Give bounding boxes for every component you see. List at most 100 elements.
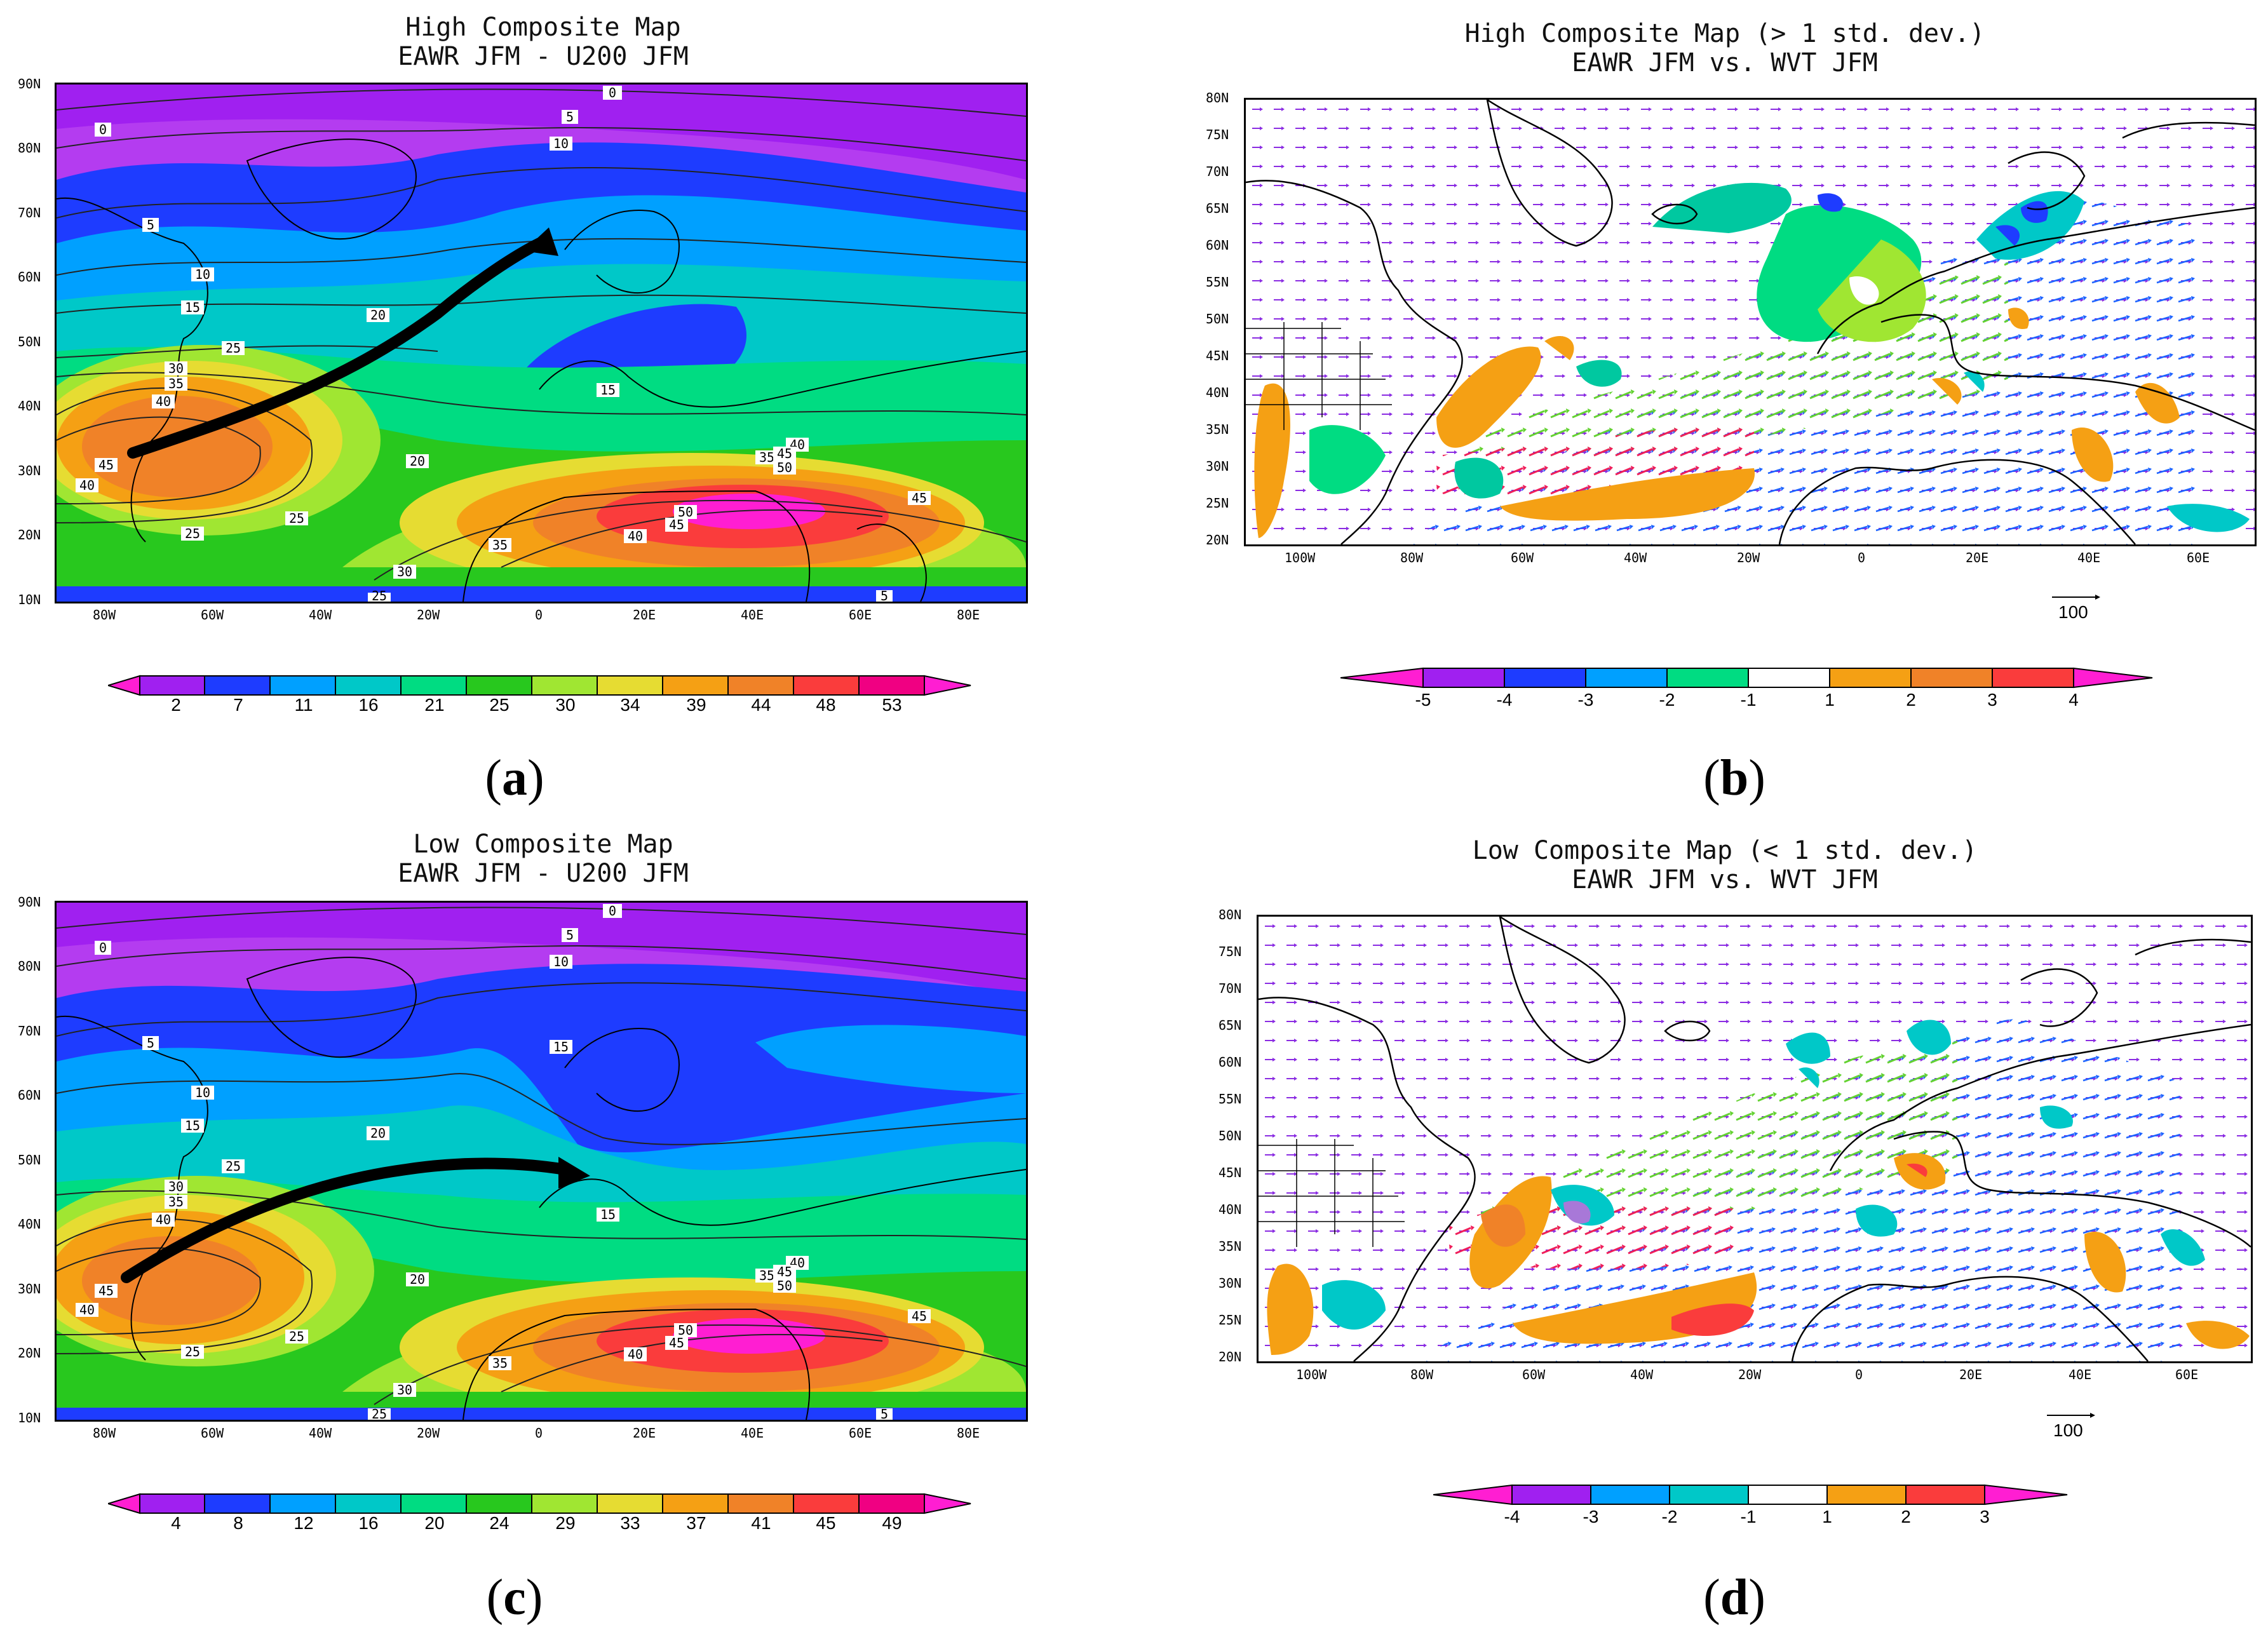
- lat-label: 20N: [18, 527, 41, 542]
- colorbar-tick-label: 20: [424, 1513, 445, 1533]
- lon-label: 0: [535, 1425, 543, 1441]
- panel-b-title: High Composite Map (> 1 std. dev.) EAWR …: [1464, 19, 1985, 77]
- contour-label: 10: [553, 954, 569, 969]
- lat-label: 45N: [1218, 1165, 1242, 1180]
- colorbar-tick-label: 3: [1980, 1507, 1990, 1526]
- contour-label: 5: [566, 927, 574, 943]
- colorbar-tick-label: 2: [171, 695, 181, 715]
- contour-label: 25: [226, 1159, 241, 1174]
- contour-label: 45: [912, 1309, 927, 1324]
- lat-label: 20N: [1218, 1349, 1242, 1364]
- colorbar-tick-label: 11: [294, 695, 313, 715]
- contour-label: 45: [98, 457, 114, 473]
- colorbar-tick-label: 1: [1825, 690, 1835, 710]
- contour-label: 0: [99, 122, 107, 137]
- lon-label: 0: [535, 607, 543, 623]
- lat-label: 35N: [1218, 1239, 1242, 1254]
- lat-label: 70N: [1218, 981, 1242, 996]
- colorbar-tick-label: 29: [555, 1513, 576, 1533]
- lat-label: 70N: [18, 1023, 41, 1039]
- colorbar-tick-label: 39: [686, 695, 706, 715]
- panel-a-colorbar: [105, 675, 972, 696]
- lon-label: 60W: [201, 1425, 224, 1441]
- lat-label: 30N: [18, 463, 41, 478]
- contour-label: 35: [168, 376, 184, 391]
- colorbar-tick-label: 12: [294, 1513, 314, 1533]
- contour-label: 25: [289, 511, 304, 526]
- lat-label: 20N: [1206, 532, 1229, 548]
- lon-label: 100W: [1296, 1367, 1327, 1382]
- contour-label: 15: [185, 1118, 200, 1133]
- colorbar-tick-label: 48: [816, 695, 836, 715]
- lat-label: 40N: [1206, 385, 1229, 400]
- colorbar-tick-label: 2: [1901, 1507, 1911, 1526]
- lat-label: 10N: [18, 1410, 41, 1425]
- contour-label: 25: [372, 1406, 387, 1420]
- panel-c-map: 0 0 5 5 10 10 15 15 15 20 20 25 25 25 25…: [55, 901, 1028, 1422]
- colorbar-tick-label: -3: [1577, 690, 1594, 710]
- colorbar-tick-label: 8: [233, 1513, 243, 1533]
- contour-label: 0: [609, 85, 616, 100]
- contour-label: 40: [79, 1302, 95, 1317]
- lon-label: 20E: [1966, 550, 1989, 565]
- lon-label: 40E: [2077, 550, 2101, 565]
- lon-label: 80W: [1400, 550, 1424, 565]
- contour-label: 45: [912, 490, 927, 506]
- lat-label: 30N: [1206, 459, 1229, 474]
- contour-label: 15: [553, 1039, 569, 1054]
- colorbar-tick-label: 53: [882, 695, 902, 715]
- colorbar-tick-label: 44: [751, 695, 771, 715]
- panel-c-label: (c): [486, 1570, 543, 1626]
- colorbar-tick-label: -2: [1661, 1507, 1678, 1526]
- lat-label: 35N: [1206, 422, 1229, 437]
- lon-label: 0: [1858, 550, 1866, 565]
- lon-label: 60E: [849, 607, 872, 623]
- lat-label: 45N: [1206, 348, 1229, 363]
- contour-label: 45: [777, 1264, 792, 1279]
- contour-label: 45: [669, 1335, 684, 1351]
- colorbar-tick-label: 7: [233, 695, 243, 715]
- lat-label: 80N: [1206, 90, 1229, 105]
- lon-label: 40W: [1630, 1367, 1654, 1382]
- contour-label: 10: [195, 267, 210, 282]
- contour-label: 5: [881, 588, 888, 602]
- colorbar-tick-label: 1: [1822, 1507, 1832, 1526]
- lat-label: 80N: [18, 959, 41, 974]
- contour-label: 40: [156, 1212, 171, 1227]
- lon-label: 60E: [2187, 550, 2210, 565]
- contour-label: 0: [609, 903, 616, 919]
- colorbar-tick-label: 25: [489, 695, 510, 715]
- contour-label: 25: [226, 340, 241, 356]
- contour-label: 50: [777, 1278, 792, 1293]
- lon-label: 20W: [1738, 1367, 1762, 1382]
- colorbar-tick-label: 4: [2069, 690, 2079, 710]
- lat-label: 65N: [1218, 1018, 1242, 1033]
- lon-label: 80W: [1410, 1367, 1434, 1382]
- lon-label: 40W: [309, 1425, 332, 1441]
- colorbar-tick-label: 30: [555, 695, 576, 715]
- lat-label: 70N: [1206, 164, 1229, 179]
- contour-label: 15: [600, 1207, 616, 1222]
- lon-label: 40W: [309, 607, 332, 623]
- lat-label: 60N: [18, 1088, 41, 1103]
- lat-label: 25N: [1206, 495, 1229, 511]
- contour-label: 45: [777, 446, 792, 461]
- lon-label: 40E: [741, 607, 764, 623]
- contour-label: 15: [185, 300, 200, 315]
- panel-d-map: [1257, 915, 2253, 1363]
- lon-label: 40W: [1624, 550, 1647, 565]
- contour-label: 45: [98, 1283, 114, 1298]
- lat-label: 60N: [18, 269, 41, 285]
- panel-a-label: (a): [485, 750, 544, 806]
- reference-vector-label: 100: [2058, 602, 2088, 622]
- panel-b-colorbar: [1340, 667, 2154, 689]
- colorbar-tick-label: 16: [358, 695, 379, 715]
- colorbar-tick-label: -2: [1659, 690, 1675, 710]
- lon-label: 20W: [417, 607, 440, 623]
- lon-label: 20E: [633, 607, 656, 623]
- lat-label: 40N: [18, 398, 41, 414]
- panel-a-map: 0 0 5 5 10 10 15 15 20 20 25 25 25 25 30…: [55, 83, 1028, 603]
- lon-label: 60W: [1511, 550, 1534, 565]
- contour-label: 30: [397, 564, 412, 579]
- lat-label: 50N: [1218, 1128, 1242, 1143]
